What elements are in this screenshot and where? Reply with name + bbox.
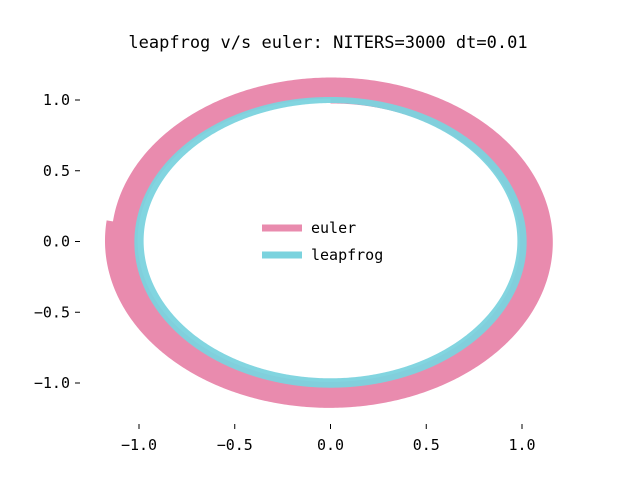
x-tick-label: 0.0 [317, 436, 344, 454]
legend: euler leapfrog [262, 219, 383, 264]
x-tick-label: 0.5 [413, 436, 440, 454]
y-tick-label: 0.5 [43, 162, 70, 180]
y-tick-label: 1.0 [43, 91, 70, 109]
chart-title: leapfrog v/s euler: NITERS=3000 dt=0.01 [128, 33, 527, 53]
x-tick-label: 1.0 [508, 436, 535, 454]
x-tick-label: −1.0 [121, 436, 157, 454]
legend-label-leapfrog: leapfrog [311, 246, 383, 264]
y-axis: −1.0 −0.5 0.0 0.5 1.0 [34, 91, 80, 392]
x-tick-label: −0.5 [217, 436, 253, 454]
series-euler-line [104, 77, 553, 408]
y-tick-label: 0.0 [43, 233, 70, 251]
y-tick-label: −1.0 [34, 374, 70, 392]
x-axis: −1.0 −0.5 0.0 0.5 1.0 [121, 424, 536, 454]
series-layer [104, 77, 553, 408]
series-leapfrog-line [134, 97, 527, 388]
legend-label-euler: euler [311, 219, 356, 237]
y-tick-label: −0.5 [34, 303, 70, 321]
